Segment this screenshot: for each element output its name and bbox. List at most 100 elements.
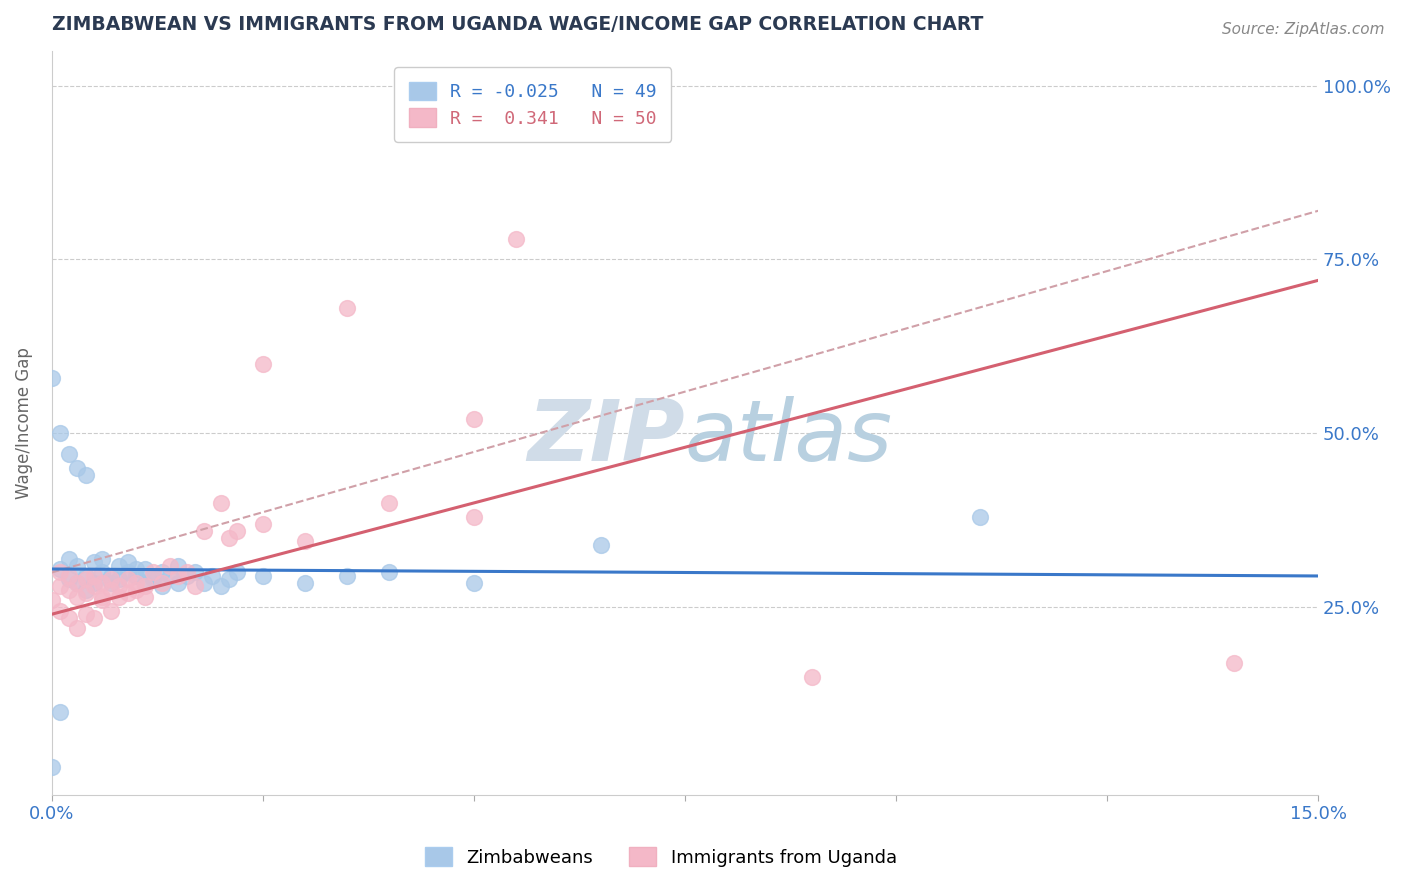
Point — [252, 516, 274, 531]
Point — [108, 590, 131, 604]
Point — [41, 370, 63, 384]
Point — [58, 582, 80, 597]
Point — [41, 593, 63, 607]
Point — [505, 232, 527, 246]
Point — [91, 593, 114, 607]
Point — [91, 551, 114, 566]
Point — [378, 566, 401, 580]
Point — [66, 576, 89, 591]
Point — [209, 579, 232, 593]
Point — [800, 670, 823, 684]
Point — [100, 569, 122, 583]
Point — [218, 573, 240, 587]
Point — [100, 604, 122, 618]
Point — [125, 582, 148, 597]
Point — [108, 558, 131, 573]
Point — [75, 607, 97, 622]
Point — [159, 569, 181, 583]
Point — [193, 576, 215, 591]
Point — [336, 569, 359, 583]
Point — [58, 610, 80, 624]
Point — [49, 562, 72, 576]
Point — [58, 551, 80, 566]
Point — [294, 534, 316, 549]
Text: atlas: atlas — [685, 396, 893, 479]
Text: ZIMBABWEAN VS IMMIGRANTS FROM UGANDA WAGE/INCOME GAP CORRELATION CHART: ZIMBABWEAN VS IMMIGRANTS FROM UGANDA WAG… — [52, 15, 983, 34]
Point — [108, 573, 131, 587]
Point — [49, 426, 72, 441]
Point — [134, 590, 156, 604]
Point — [134, 579, 156, 593]
Y-axis label: Wage/Income Gap: Wage/Income Gap — [15, 347, 32, 499]
Point — [83, 569, 105, 583]
Point — [117, 566, 139, 580]
Point — [336, 301, 359, 315]
Point — [75, 582, 97, 597]
Text: Source: ZipAtlas.com: Source: ZipAtlas.com — [1222, 22, 1385, 37]
Point — [1222, 656, 1244, 670]
Point — [66, 576, 89, 591]
Legend: Zimbabweans, Immigrants from Uganda: Zimbabweans, Immigrants from Uganda — [418, 840, 904, 874]
Point — [91, 590, 114, 604]
Point — [252, 569, 274, 583]
Point — [75, 468, 97, 483]
Point — [83, 579, 105, 593]
Point — [49, 705, 72, 719]
Point — [378, 496, 401, 510]
Legend: R = -0.025   N = 49, R =  0.341   N = 50: R = -0.025 N = 49, R = 0.341 N = 50 — [395, 67, 672, 142]
Point — [150, 579, 173, 593]
Text: ZIP: ZIP — [527, 396, 685, 479]
Point — [117, 555, 139, 569]
Point — [184, 566, 207, 580]
Point — [463, 412, 485, 426]
Point — [167, 558, 190, 573]
Point — [41, 760, 63, 774]
Point — [66, 590, 89, 604]
Point — [150, 566, 173, 580]
Point — [75, 586, 97, 600]
Point — [125, 569, 148, 583]
Point — [58, 569, 80, 583]
Point — [134, 562, 156, 576]
Point — [463, 576, 485, 591]
Point — [150, 576, 173, 591]
Point — [218, 531, 240, 545]
Point — [66, 558, 89, 573]
Point — [252, 357, 274, 371]
Point — [91, 566, 114, 580]
Point — [589, 538, 612, 552]
Point — [58, 573, 80, 587]
Point — [83, 610, 105, 624]
Point — [117, 586, 139, 600]
Point — [167, 576, 190, 591]
Point — [176, 569, 198, 583]
Point — [117, 573, 139, 587]
Point — [125, 562, 148, 576]
Point — [294, 576, 316, 591]
Point — [159, 558, 181, 573]
Point — [201, 569, 224, 583]
Point — [100, 573, 122, 587]
Point — [134, 576, 156, 591]
Point — [142, 566, 165, 580]
Point — [58, 447, 80, 461]
Point — [226, 566, 249, 580]
Point — [49, 579, 72, 593]
Point — [83, 555, 105, 569]
Point — [193, 524, 215, 538]
Point — [142, 573, 165, 587]
Point — [142, 569, 165, 583]
Point — [49, 566, 72, 580]
Point — [125, 576, 148, 591]
Point — [83, 576, 105, 591]
Point — [176, 566, 198, 580]
Point — [91, 576, 114, 591]
Point — [66, 621, 89, 635]
Point — [209, 496, 232, 510]
Point — [66, 461, 89, 475]
Point — [108, 579, 131, 593]
Point — [463, 509, 485, 524]
Point — [226, 524, 249, 538]
Point — [167, 569, 190, 583]
Point — [75, 573, 97, 587]
